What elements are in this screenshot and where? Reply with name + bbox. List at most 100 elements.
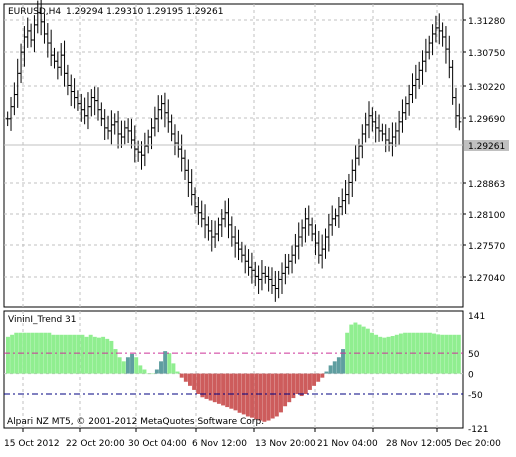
price-label: 1.29261 [468,142,505,152]
histogram-bar [6,336,10,374]
histogram-bar [150,373,155,375]
histogram-bar [192,373,197,390]
ohlc-values: 1.29294 1.29310 1.29195 1.29261 [66,7,223,17]
histogram-bar [452,334,457,374]
histogram-bar [279,373,283,413]
time-label: 21 Nov 04:00 [317,439,378,449]
histogram-bar [88,334,93,374]
histogram-bar [55,334,60,374]
histogram-bar [146,373,151,375]
indicator-level-label: 0 [468,371,474,381]
histogram-bar [390,336,395,374]
time-label: 13 Nov 20:00 [255,439,316,449]
time-label: 6 Nov 12:00 [192,439,247,449]
histogram-bar [386,336,391,374]
histogram-bar [159,361,163,374]
histogram-bar [456,334,461,374]
histogram-bar [130,353,135,374]
price-axis: 1.31280 1.30750 1.30220 1.29690 1.29261 1.288… [463,17,509,284]
histogram-bar [419,332,424,374]
histogram-bar [216,373,221,404]
histogram-bar [415,332,420,374]
histogram-bar [179,373,184,378]
histogram-bar [283,373,288,407]
histogram-bar [225,373,230,408]
histogram-bar [113,349,118,374]
time-label: 5 Dec 20:00 [446,439,501,449]
histogram-bar [444,334,449,374]
histogram-bar [121,361,126,374]
histogram-bar [349,324,354,374]
histogram-bar [109,340,114,374]
symbol-timeframe: EURUSD,H4 [8,7,61,17]
price-label: 1.27040 [468,274,505,284]
histogram-bar [188,373,192,386]
histogram-bar [84,336,89,374]
histogram-bar [237,373,242,413]
histogram-bar [245,373,250,417]
price-label: 1.28863 [468,180,505,190]
histogram-bar [163,351,168,374]
histogram-bar [101,336,106,374]
indicator-level-label: 50 [468,350,480,360]
histogram-bar [72,334,77,374]
histogram-bar [10,334,15,374]
price-label: 1.31280 [468,17,505,27]
histogram-bar [167,353,172,374]
histogram-bar [233,373,238,411]
indicator-axis: 141 50 0 -50 -121 [468,312,488,435]
histogram-bar [312,373,317,386]
histogram-bar [183,373,188,382]
histogram-bar [258,373,263,421]
histogram-bar [134,357,139,374]
price-label: 1.30750 [468,49,505,59]
histogram-bar [316,373,321,382]
histogram-bar [196,373,201,395]
histogram-bar [407,332,412,374]
histogram-bar [105,338,110,374]
histogram-bar [336,357,341,374]
histogram-bar [14,332,19,374]
histogram-bar [250,373,254,418]
histogram-bar [138,365,143,374]
histogram-bar [324,371,329,374]
histogram-bar [448,334,453,374]
histogram-bar [440,334,445,374]
histogram-bar [361,326,366,374]
price-label: 1.30220 [468,83,505,93]
price-label: 1.29690 [468,115,505,125]
indicator-level-label: -50 [468,391,483,401]
histogram-bar [345,332,350,374]
time-axis: 15 Oct 2012 22 Oct 20:00 30 Oct 04:00 6 Nov… [4,428,501,449]
price-label: 1.27570 [468,242,505,252]
histogram-bar [266,373,271,421]
price-grid [4,4,463,307]
histogram-bar [80,334,85,374]
histogram-bar [212,373,217,403]
histogram-bar [307,373,312,390]
histogram-bar [299,373,304,397]
histogram-bar [332,361,337,374]
histogram-bar [374,334,379,374]
copyright-text: Alpari NZ MT5, © 2001-2012 MetaQuotes So… [7,417,264,427]
histogram-bar [365,328,370,374]
histogram-bar [43,332,48,374]
histogram-bar [320,373,325,378]
histogram-bar [125,357,130,374]
histogram-bar [63,334,68,374]
histogram-bar [341,349,345,374]
histogram-bar [22,332,27,374]
histogram-bar [378,336,383,374]
current-price-box [464,140,509,151]
indicator-name: VininI_Trend 31 [8,315,76,325]
histogram-bar [357,324,362,374]
histogram-bar [394,334,399,374]
histogram-bar [295,373,300,395]
histogram-bar [254,373,259,420]
histogram-bar [154,369,159,374]
histogram-bar [270,373,275,419]
histogram-bar [274,373,279,417]
price-panel[interactable] [3,3,464,308]
histogram-bar [328,365,333,374]
